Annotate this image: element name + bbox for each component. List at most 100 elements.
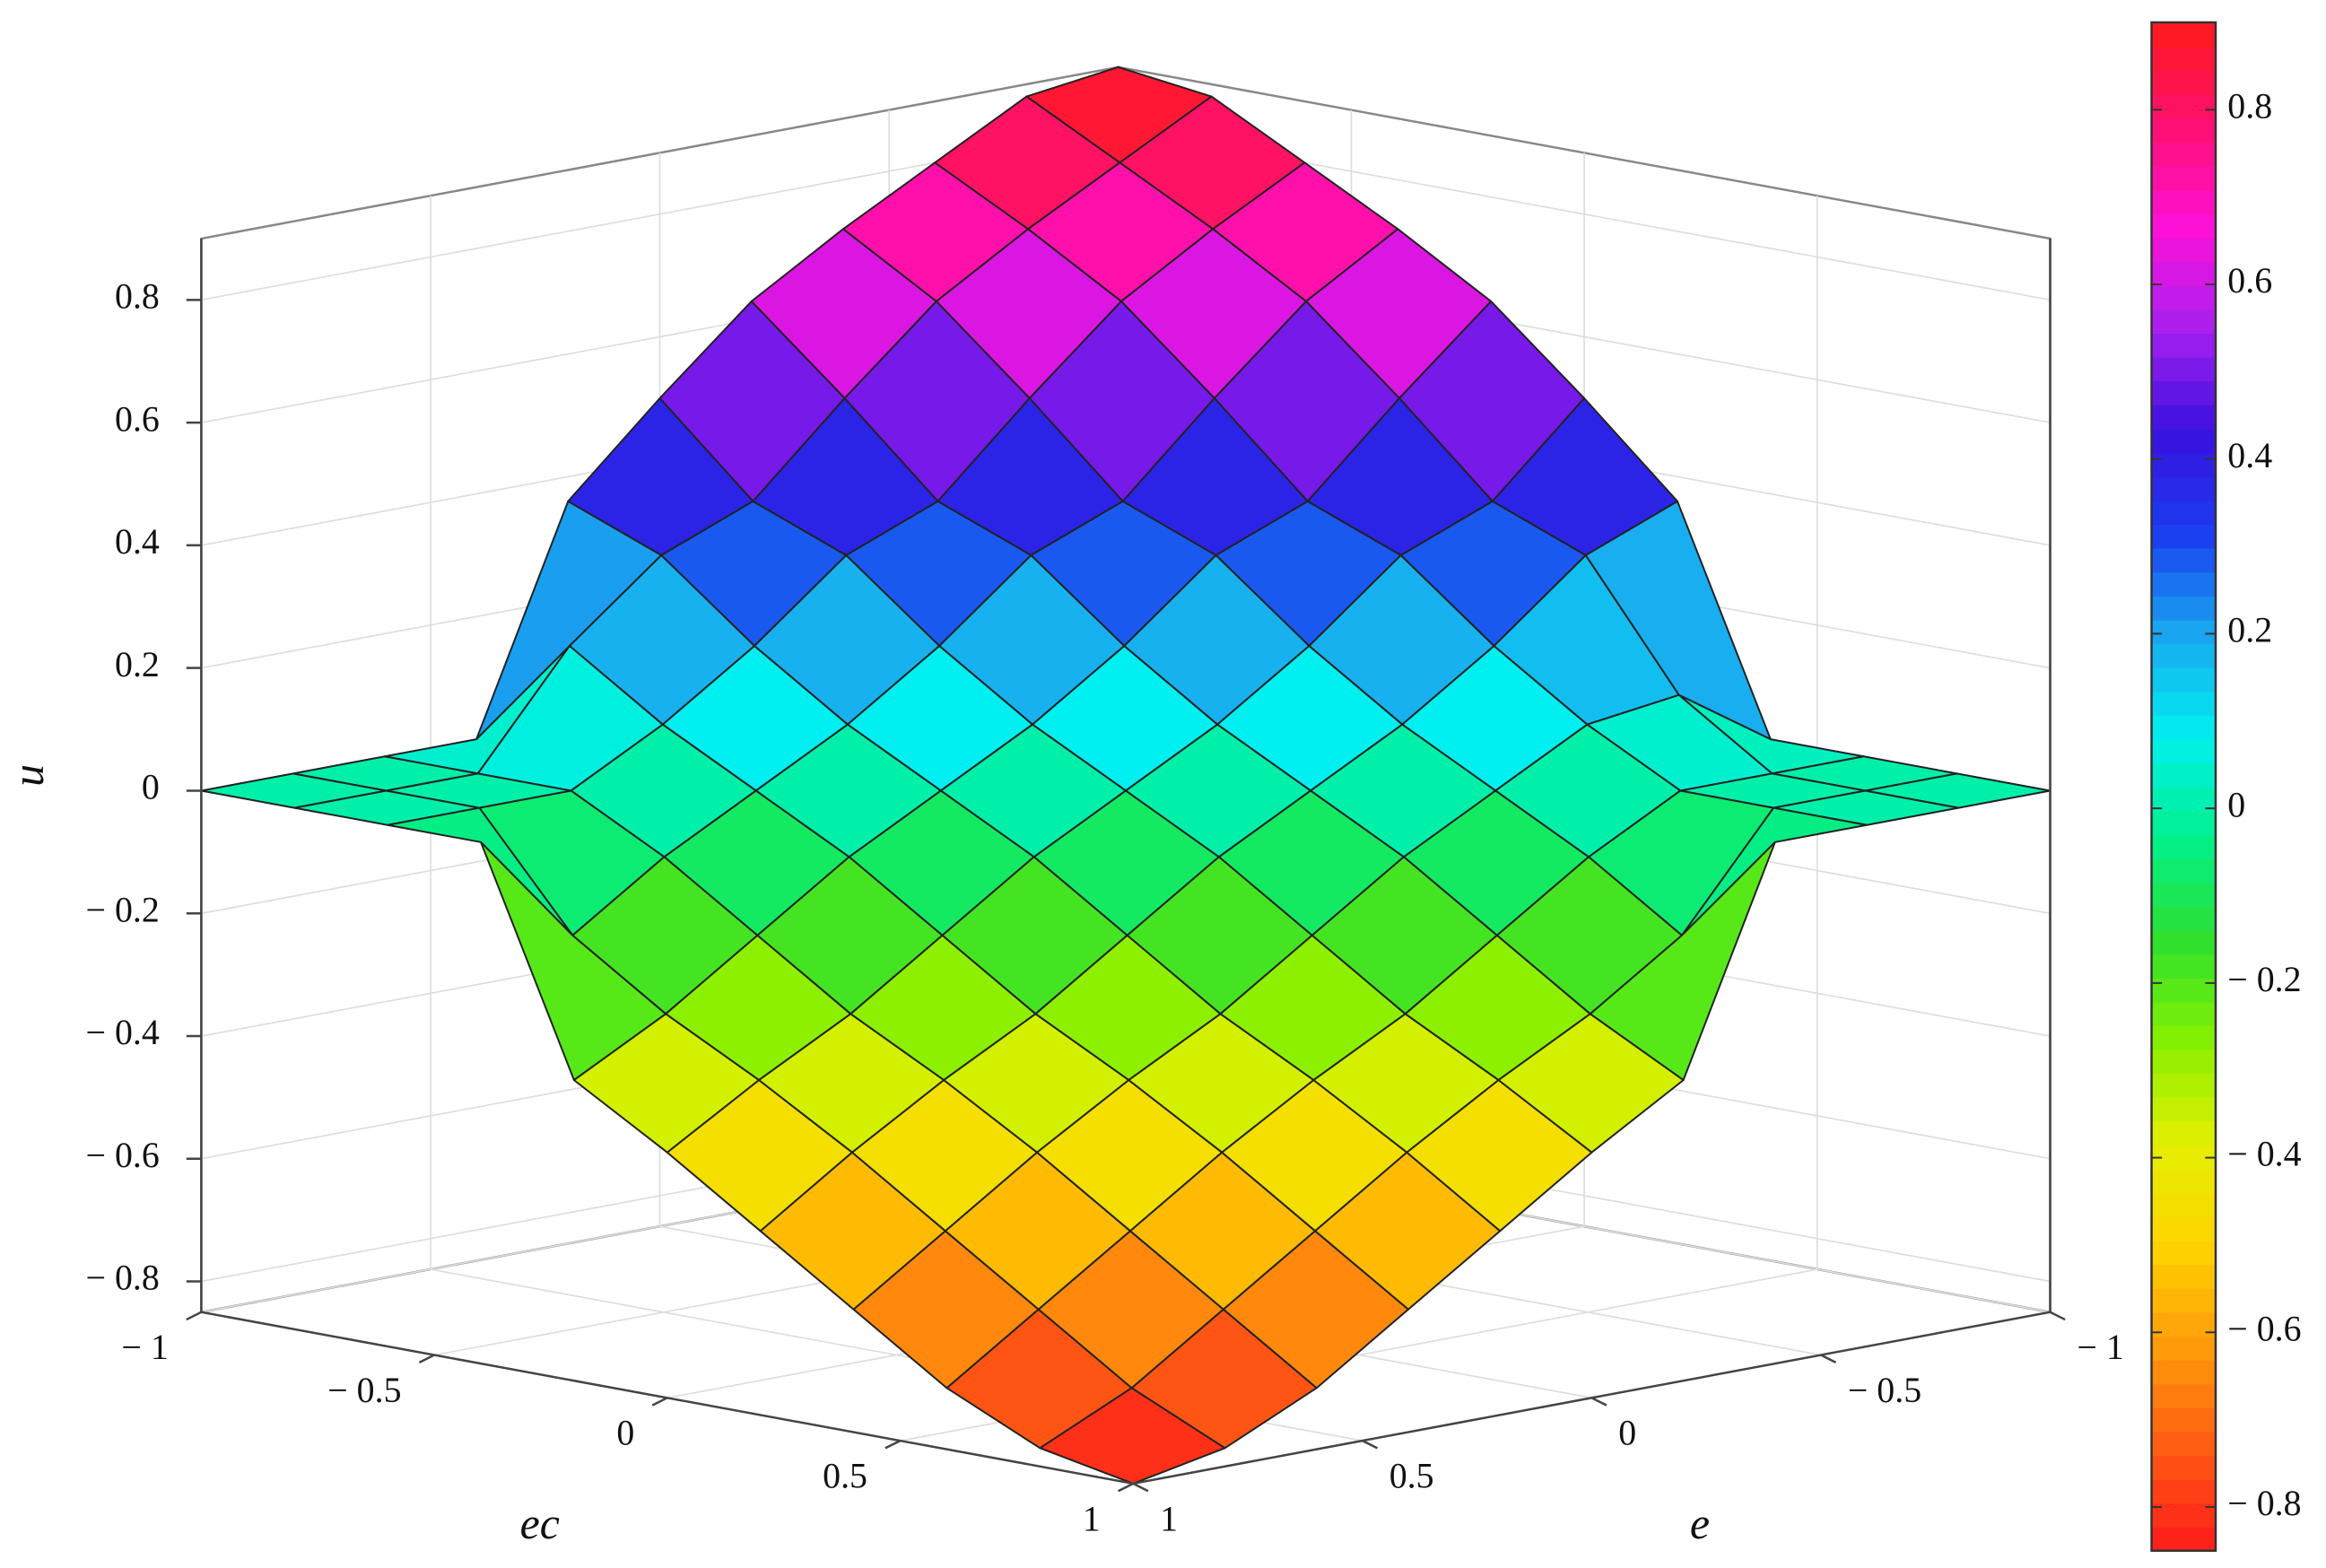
colorbar-step (2151, 1145, 2216, 1170)
colorbar-step (2151, 666, 2216, 693)
y-tick (884, 1439, 902, 1450)
colorbar-step (2151, 1407, 2216, 1433)
x-tick-label: 0.5 (1390, 1455, 1434, 1495)
colorbar-step (2151, 714, 2216, 740)
y-tick (418, 1354, 435, 1363)
colorbar-step (2151, 929, 2216, 955)
colorbar-step (2151, 22, 2216, 48)
colorbar-tick-label: − 0.4 (2227, 1134, 2301, 1174)
colorbar-step (2151, 1359, 2216, 1385)
colorbar-step (2151, 595, 2216, 621)
x-tick-label: − 0.5 (1848, 1370, 1921, 1410)
y-tick-label: − 1 (121, 1327, 168, 1367)
x-tick-label: − 1 (2077, 1327, 2123, 1367)
y-axis-title: ec (520, 1499, 560, 1548)
colorbar-tick-label: − 0.6 (2227, 1308, 2301, 1348)
colorbar-step (2151, 475, 2216, 501)
colorbar-step (2151, 1240, 2216, 1266)
z-tick-label: 0.8 (115, 276, 160, 317)
z-tick-label: − 0.4 (86, 1012, 160, 1052)
surface (200, 65, 2052, 1485)
colorbar-step (2151, 643, 2216, 668)
z-tick-label: 0.4 (115, 521, 160, 562)
colorbar-step (2151, 261, 2216, 286)
colorbar-step (2151, 284, 2216, 310)
y-tick (1118, 1482, 1134, 1493)
y-tick-label: 0 (616, 1413, 634, 1453)
colorbar-step (2151, 1120, 2216, 1146)
colorbar-tick-label: 0.2 (2227, 610, 2272, 650)
x-tick (1132, 1482, 1149, 1493)
colorbar-step (2151, 452, 2216, 477)
colorbar-step (2151, 691, 2216, 716)
x-tick (1820, 1354, 1837, 1363)
colorbar-step (2151, 1073, 2216, 1098)
colorbar-step (2151, 428, 2216, 454)
colorbar-step (2151, 309, 2216, 335)
colorbar-step (2151, 882, 2216, 907)
colorbar-step (2151, 500, 2216, 525)
colorbar-tick-label: 0.4 (2227, 435, 2272, 475)
colorbar-tick-label: 0.8 (2227, 85, 2272, 126)
colorbar-step (2151, 1527, 2216, 1552)
colorbar-step (2151, 1431, 2216, 1457)
colorbar-step (2151, 1096, 2216, 1122)
colorbar-step (2151, 1216, 2216, 1241)
colorbar-step (2151, 834, 2216, 859)
colorbar-step (2151, 905, 2216, 931)
z-tick-label: − 0.2 (86, 889, 160, 929)
colorbar-step (2151, 1264, 2216, 1289)
colorbar-step (2151, 1001, 2216, 1027)
colorbar-step (2151, 380, 2216, 405)
y-tick (651, 1397, 668, 1407)
colorbar-step (2151, 165, 2216, 191)
z-tick-label: − 0.6 (86, 1135, 160, 1175)
colorbar-step (2151, 762, 2216, 788)
z-tick-label: − 0.8 (86, 1258, 160, 1298)
colorbar-step (2151, 237, 2216, 263)
colorbar-tick-label: 0.6 (2227, 260, 2272, 301)
colorbar-step (2151, 954, 2216, 979)
colorbar-step (2151, 356, 2216, 382)
colorbar-step (2151, 118, 2216, 144)
axes-overlay: − 0.8 − 0.6 − 0.4 − 0.2 0 0.2 0.4 0.6 0.8 − 1 − 0.… (86, 238, 2124, 1538)
colorbar-step (2151, 619, 2216, 645)
colorbar-step (2151, 1503, 2216, 1529)
x-tick (1362, 1439, 1378, 1450)
colorbar-tick-label: 0 (2227, 784, 2245, 824)
y-tick-label: − 0.5 (327, 1370, 401, 1410)
y-tick (186, 1311, 202, 1321)
colorbar-step (2151, 404, 2216, 430)
colorbar-step (2151, 1287, 2216, 1313)
colorbar-step (2151, 1168, 2216, 1194)
colorbar-step (2151, 70, 2216, 95)
colorbar-step (2151, 738, 2216, 764)
colorbar-step (2151, 93, 2216, 119)
colorbar-step (2151, 1455, 2216, 1480)
colorbar-step (2151, 571, 2216, 597)
colorbar-step (2151, 1478, 2216, 1504)
y-tick-label: 1 (1083, 1498, 1101, 1538)
colorbar-step (2151, 189, 2216, 214)
z-tick-label: 0 (142, 767, 160, 807)
colorbar-step (2151, 786, 2216, 812)
colorbar-step (2151, 46, 2216, 72)
colorbar-step (2151, 333, 2216, 358)
x-axis-title: e (1690, 1499, 1710, 1548)
x-tick-label: 1 (1160, 1498, 1178, 1538)
colorbar-step (2151, 1025, 2216, 1050)
z-tick-label: 0.6 (115, 398, 160, 439)
y-tick-label: 0.5 (823, 1455, 867, 1495)
colorbar-step (2151, 523, 2216, 549)
colorbar-step (2151, 547, 2216, 573)
colorbar-step (2151, 1049, 2216, 1075)
colorbar-step (2151, 1336, 2216, 1361)
colorbar-step (2151, 858, 2216, 884)
colorbar-step (2151, 213, 2216, 239)
z-tick-label: 0.2 (115, 644, 160, 684)
colorbar-frame (2150, 21, 2217, 1552)
colorbar-step (2151, 977, 2216, 1003)
colorbar-step (2151, 1192, 2216, 1217)
x-tick-label: 0 (1618, 1413, 1636, 1453)
